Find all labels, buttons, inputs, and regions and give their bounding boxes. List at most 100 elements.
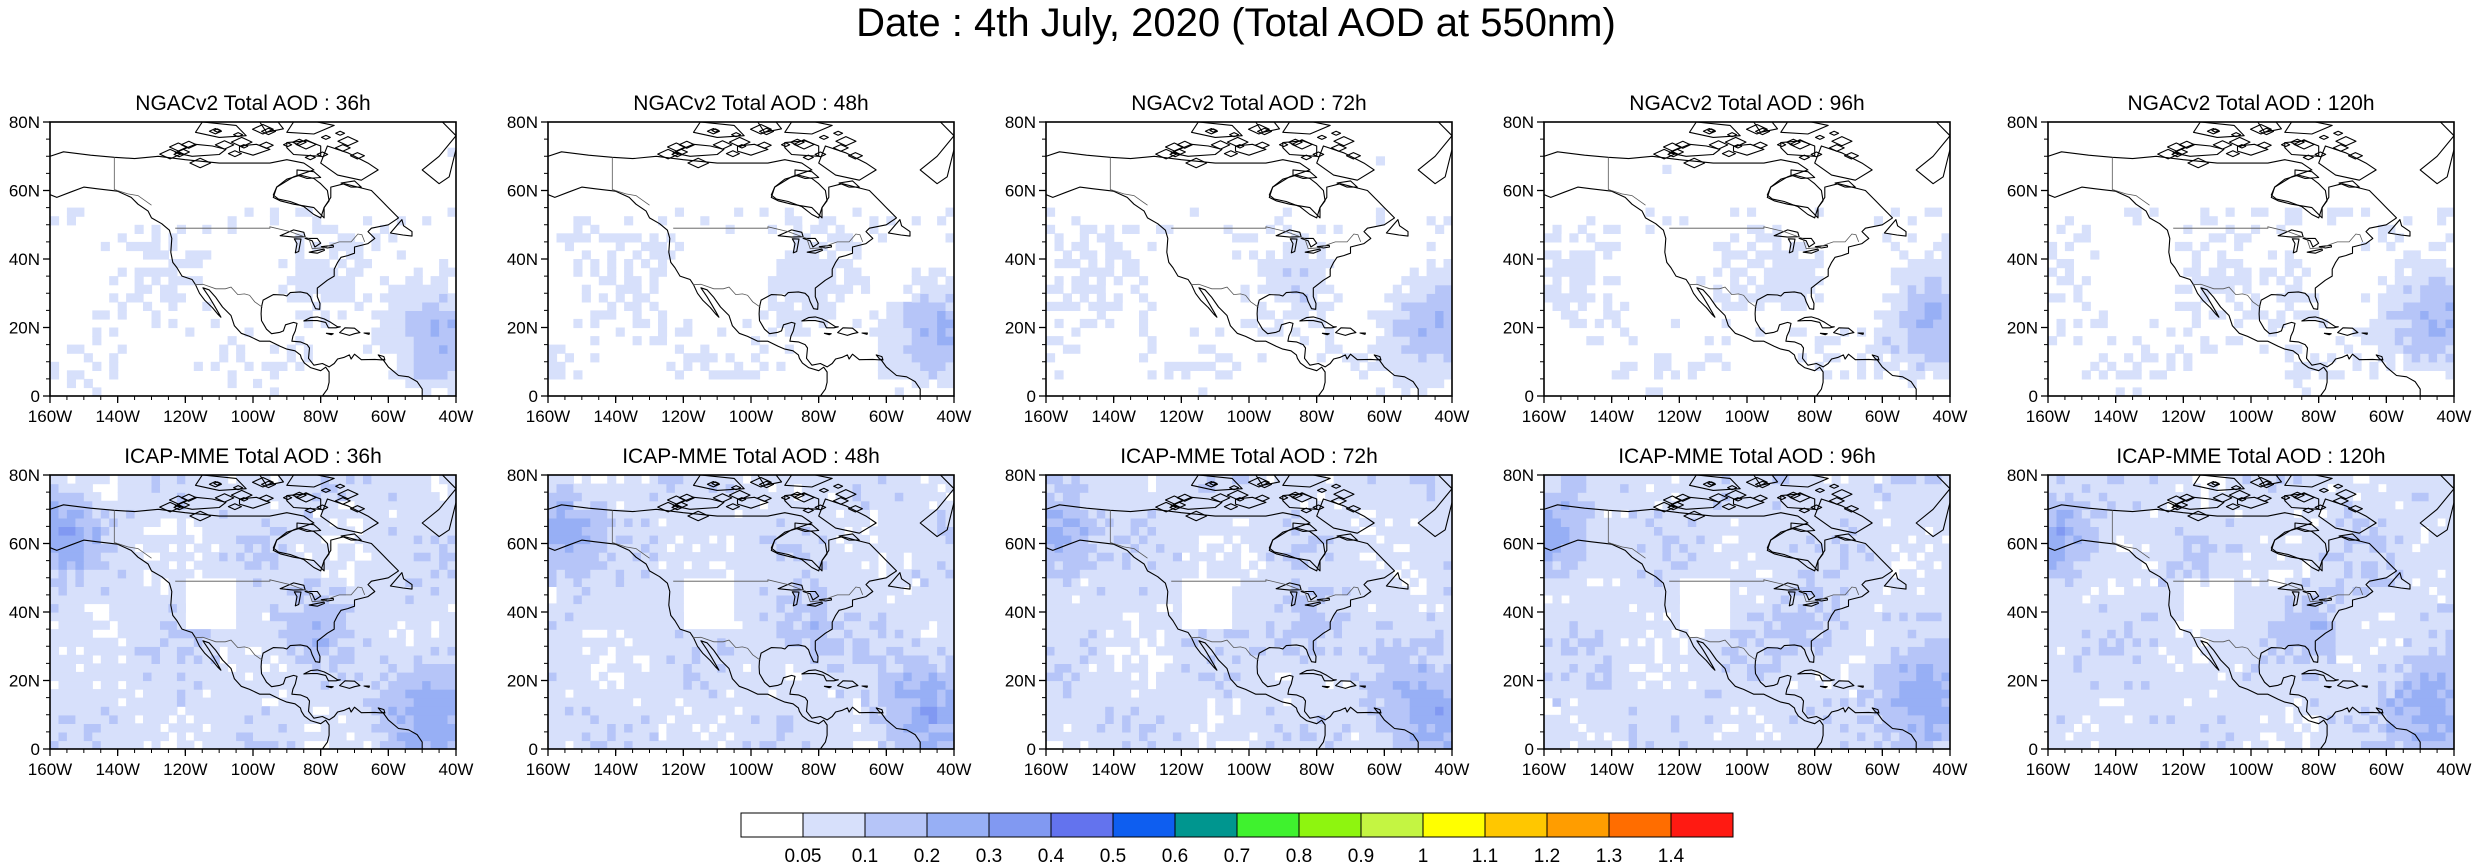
lon-tick-label: 100W [1725,407,1769,426]
lon-tick-label: 120W [1657,760,1701,779]
lon-tick-label: 80W [1797,407,1832,426]
lon-tick-label: 140W [1091,760,1135,779]
lon-tick-label: 60W [2369,760,2404,779]
panel-title: NGACv2 Total AOD : 96h [1629,92,1864,115]
lat-tick-label: 60N [1005,182,1036,201]
colorbar-swatch [1112,812,1176,838]
colorbar-swatch [926,812,990,838]
colorbar-swatch [1608,812,1672,838]
lon-tick-label: 60W [2369,407,2404,426]
lat-tick-label: 0 [1027,740,1036,759]
lon-tick-label: 120W [1159,407,1203,426]
colorbar-label: 0.8 [1286,846,1312,862]
lon-tick-label: 120W [163,407,207,426]
country-borders [113,510,366,661]
country-borders [113,157,366,308]
panel-title: NGACv2 Total AOD : 48h [633,92,868,115]
lon-tick-label: 160W [1522,407,1566,426]
lat-tick-label: 20N [1503,319,1534,338]
lon-tick-label: 100W [729,760,773,779]
lat-tick-label: 40N [507,250,538,269]
lon-tick-label: 120W [163,760,207,779]
lat-tick-label: 60N [2007,535,2038,554]
lon-tick-label: 60W [371,407,406,426]
lat-tick-label: 20N [507,319,538,338]
lat-tick-label: 0 [1525,387,1534,406]
lat-tick-label: 0 [529,387,538,406]
colorbar-swatch [1546,812,1610,838]
lon-tick-label: 60W [869,407,904,426]
lat-tick-label: 80N [2007,466,2038,485]
lat-tick-label: 0 [2029,740,2038,759]
map-panel-6: ICAP-MME Total AOD : 36h 80N 60N 40N 20N 0160… [9,445,474,779]
colorbar-label: 0.1 [852,846,878,862]
lon-tick-label: 80W [2301,760,2336,779]
colorbar-swatch [864,812,928,838]
lon-tick-label: 40W [937,407,972,426]
aod-field [548,122,954,396]
lon-tick-label: 100W [1725,760,1769,779]
lon-tick-label: 40W [2437,407,2472,426]
lon-tick-label: 160W [526,760,570,779]
lon-tick-label: 120W [661,407,705,426]
lon-tick-label: 140W [1589,407,1633,426]
lon-tick-label: 40W [439,760,474,779]
colorbar-swatch [1484,812,1548,838]
lat-tick-label: 60N [1503,535,1534,554]
coastlines [1046,475,1452,749]
lat-tick-label: 0 [1027,387,1036,406]
colorbar-swatch [1298,812,1362,838]
lat-tick-label: 20N [9,319,40,338]
colorbar-label: 1.4 [1658,846,1685,862]
colorbar-label: 1 [1418,846,1429,862]
coastlines [1046,122,1452,396]
colorbar-label: 1.3 [1596,846,1622,862]
lon-tick-label: 40W [1933,407,1968,426]
lat-tick-label: 60N [507,535,538,554]
lat-tick-label: 60N [9,535,40,554]
lon-tick-label: 60W [869,760,904,779]
lat-tick-label: 80N [9,113,40,132]
map-panel-9: ICAP-MME Total AOD : 96h 80N 60N 40N 20N 0160… [1503,445,1968,779]
lon-tick-label: 80W [1299,760,1334,779]
lat-tick-label: 80N [9,466,40,485]
lat-tick-label: 20N [1503,672,1534,691]
lat-tick-label: 60N [1503,182,1534,201]
coastlines [548,475,954,749]
colorbar-label: 0.05 [785,846,822,862]
aod-field [1544,475,1950,749]
colorbar-swatch [802,812,866,838]
lat-tick-label: 0 [31,387,40,406]
lon-tick-label: 40W [1435,407,1470,426]
aod-field [1544,122,1950,396]
colorbar-swatch [1174,812,1238,838]
lat-tick-label: 20N [9,672,40,691]
country-borders [1109,510,1362,661]
panel-title: ICAP-MME Total AOD : 36h [124,445,382,468]
lat-tick-label: 60N [2007,182,2038,201]
lat-tick-label: 80N [507,113,538,132]
panel-title: NGACv2 Total AOD : 36h [135,92,370,115]
lon-tick-label: 140W [95,407,139,426]
lon-tick-label: 60W [1865,407,1900,426]
colorbar-swatch [1360,812,1424,838]
lon-tick-label: 80W [2301,407,2336,426]
lon-tick-label: 140W [2093,407,2137,426]
lon-tick-label: 40W [1933,760,1968,779]
country-borders [1607,510,1860,661]
lon-tick-label: 120W [2161,407,2205,426]
lon-tick-label: 80W [801,760,836,779]
coastlines [1544,122,1950,396]
aod-field [2048,122,2454,396]
aod-field [2048,475,2454,749]
lon-tick-label: 160W [2026,760,2070,779]
lon-tick-label: 40W [1435,760,1470,779]
lon-tick-label: 60W [1367,407,1402,426]
lat-tick-label: 20N [1005,672,1036,691]
colorbar-label: 0.6 [1162,846,1188,862]
lat-tick-label: 60N [1005,535,1036,554]
lon-tick-label: 140W [2093,760,2137,779]
country-borders [1109,157,1362,308]
panel-title: ICAP-MME Total AOD : 48h [622,445,880,468]
